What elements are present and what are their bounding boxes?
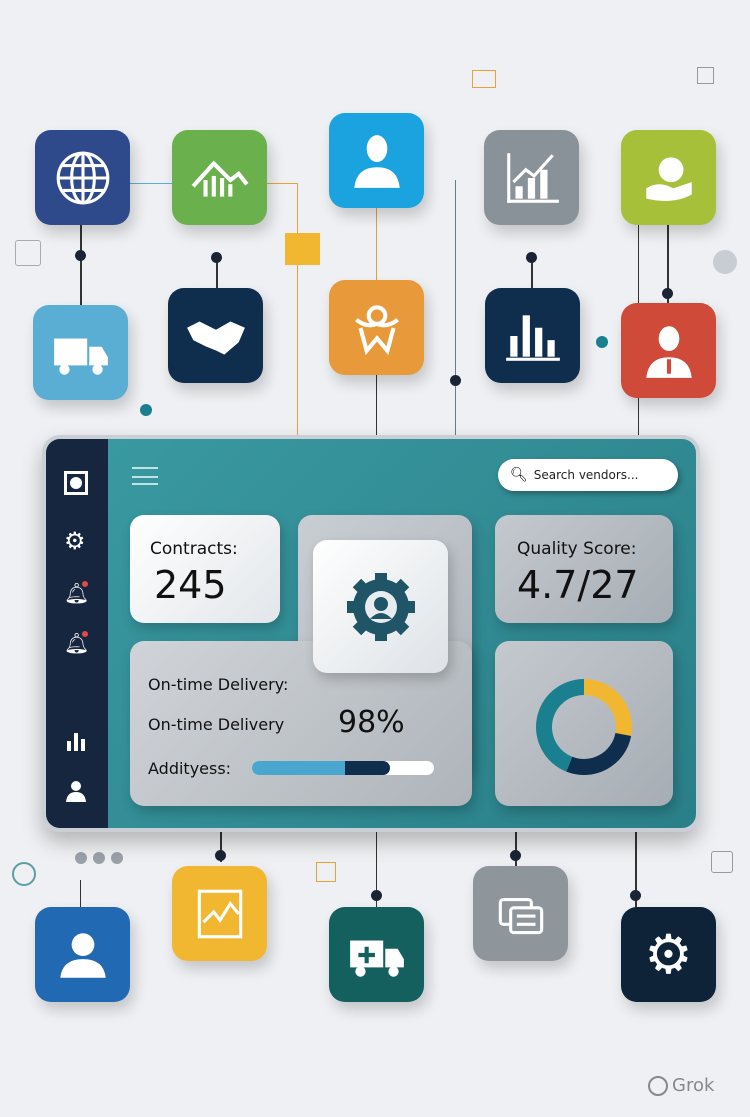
grok-logo-icon [648,1075,668,1096]
vendor-dashboard: ⚙ 🔔︎ 🔔︎ 🔍︎ Search vendors... Contracts: … [42,435,700,832]
quality-card: Quality Score: 4.7/27 [495,515,673,623]
bell-icon[interactable]: 🔔︎ [64,581,90,605]
line-bar-chart-icon[interactable] [484,130,579,225]
hamburger-menu-icon[interactable] [132,467,158,485]
logo-w-icon[interactable] [329,280,424,375]
quality-label: Quality Score: [517,539,637,559]
contracts-value: 245 [154,563,227,607]
contracts-label: Contracts: [150,539,238,559]
delivery-value: 98% [338,705,405,740]
chart-document-icon[interactable] [172,866,267,961]
user-icon[interactable] [64,779,88,803]
settings-user-button[interactable] [313,540,448,673]
watermark-text: Grok [672,1075,715,1096]
progress-label: Addityess: [148,759,232,778]
gear-icon[interactable]: ⚙ [64,527,86,555]
donut-chart [536,679,632,775]
search-input[interactable]: 🔍︎ Search vendors... [498,459,678,491]
bell-icon[interactable]: 🔔︎ [64,631,90,655]
delivery-truck-icon[interactable] [329,907,424,1002]
globe-icon[interactable] [35,130,130,225]
donut-segment-0 [584,679,632,736]
donut-segment-2 [536,679,584,772]
progress-bar [252,761,434,775]
donut-card [495,641,673,806]
growth-chart-icon[interactable] [172,130,267,225]
donut-segment-1 [566,732,632,775]
person-icon[interactable] [329,113,424,208]
user-icon[interactable] [35,907,130,1002]
delivery-label: On-time Delivery [148,715,285,734]
delivery-heading: On-time Delivery: [148,675,289,694]
search-icon: 🔍︎ [510,467,528,483]
bar-chart-icon[interactable] [485,288,580,383]
contracts-card: Contracts: 245 [130,515,280,623]
truck-icon[interactable] [33,305,128,400]
user-gear-icon [346,572,415,641]
search-placeholder: Search vendors... [533,468,639,482]
pagination-dots [75,852,123,864]
quality-value: 4.7/27 [517,563,639,607]
square-icon[interactable] [64,471,88,495]
delivery-card: On-time Delivery: On-time Delivery 98% A… [130,641,472,806]
hand-money-icon[interactable] [621,130,716,225]
gear-icon[interactable]: ⚙ [621,907,716,1002]
handshake-icon[interactable] [168,288,263,383]
documents-icon[interactable] [473,866,568,961]
watermark: Grok [648,1075,714,1096]
bar-chart-icon[interactable] [64,729,88,753]
sidebar: ⚙ 🔔︎ 🔔︎ [46,439,108,828]
businessman-icon[interactable] [621,303,716,398]
